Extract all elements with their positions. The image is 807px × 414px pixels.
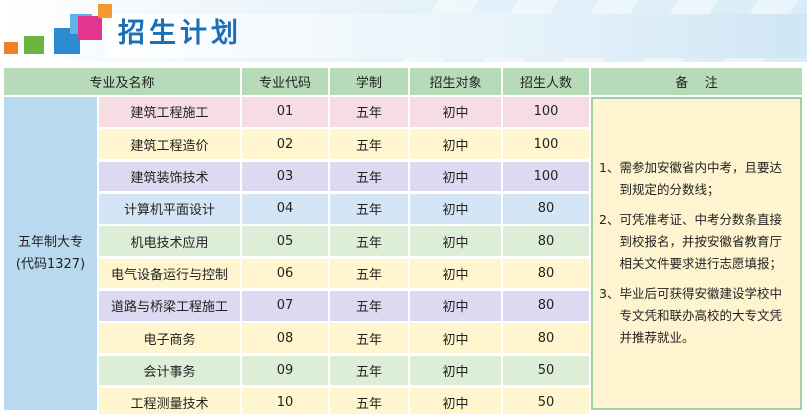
major-code-cell: 10 xyxy=(242,388,328,414)
duration-cell: 五年 xyxy=(330,161,408,192)
major-name-cell: 道路与桥梁工程施工 xyxy=(99,291,240,321)
target-cell: 初中 xyxy=(410,291,501,321)
major-code-cell: 08 xyxy=(242,323,328,353)
title-bar xyxy=(108,14,807,58)
target-cell: 初中 xyxy=(410,388,501,414)
program-group-label: 五年制大专 (代码1327) xyxy=(4,97,97,410)
page-title: 招生计划 xyxy=(118,18,242,49)
remark-item: 2、 可凭准考证、中考分数条直接到校报名，并按安徽省教育厅相关文件要求进行志愿填… xyxy=(599,209,794,275)
count-cell: 80 xyxy=(503,194,589,224)
col-header-count: 招生人数 xyxy=(503,68,589,95)
remark-number: 2、 xyxy=(599,212,620,227)
duration-cell: 五年 xyxy=(330,226,408,256)
major-code-cell: 05 xyxy=(242,226,328,256)
count-cell: 100 xyxy=(503,129,589,159)
duration-cell: 五年 xyxy=(330,291,408,321)
major-name-cell: 计算机平面设计 xyxy=(99,194,240,224)
program-group-name: 五年制大专 xyxy=(17,234,83,250)
major-name-cell: 会计事务 xyxy=(99,355,240,386)
col-header-remarks: 备 注 xyxy=(591,68,802,95)
duration-cell: 五年 xyxy=(330,323,408,353)
count-cell: 100 xyxy=(503,161,589,192)
major-code-cell: 07 xyxy=(242,291,328,321)
program-group-code: (代码1327) xyxy=(15,256,86,272)
major-name-cell: 机电技术应用 xyxy=(99,226,240,256)
major-code-cell: 06 xyxy=(242,258,328,289)
target-cell: 初中 xyxy=(410,258,501,289)
duration-cell: 五年 xyxy=(330,194,408,224)
target-cell: 初中 xyxy=(410,161,501,192)
target-cell: 初中 xyxy=(410,97,501,127)
major-code-cell: 02 xyxy=(242,129,328,159)
remark-number: 1、 xyxy=(599,160,620,175)
major-name-cell: 电气设备运行与控制 xyxy=(99,258,240,289)
target-cell: 初中 xyxy=(410,194,501,224)
col-header-major: 专业及名称 xyxy=(4,68,240,95)
remark-text: 可凭准考证、中考分数条直接到校报名，并按安徽省教育厅相关文件要求进行志愿填报； xyxy=(619,212,782,271)
deco-square-pink xyxy=(78,16,102,40)
remarks-box: 1、 需参加安徽省内中考，且要达到规定的分数线； 2、 可凭准考证、中考分数条直… xyxy=(591,97,802,410)
remark-text: 需参加安徽省内中考，且要达到规定的分数线； xyxy=(619,160,782,197)
major-code-cell: 04 xyxy=(242,194,328,224)
count-cell: 100 xyxy=(503,97,589,127)
major-name-cell: 电子商务 xyxy=(99,323,240,353)
duration-cell: 五年 xyxy=(330,388,408,414)
major-code-cell: 01 xyxy=(242,97,328,127)
duration-cell: 五年 xyxy=(330,129,408,159)
deco-square-orange-small xyxy=(98,4,112,18)
deco-square-green xyxy=(24,36,44,54)
duration-cell: 五年 xyxy=(330,355,408,386)
remark-text: 毕业后可获得安徽建设学校中专文凭和联办高校的大专文凭并推荐就业。 xyxy=(619,286,782,345)
remark-item: 1、 需参加安徽省内中考，且要达到规定的分数线； xyxy=(599,157,794,201)
col-header-target: 招生对象 xyxy=(410,68,501,95)
deco-square-orange xyxy=(4,42,18,54)
target-cell: 初中 xyxy=(410,355,501,386)
col-header-code: 专业代码 xyxy=(242,68,328,95)
count-cell: 80 xyxy=(503,226,589,256)
duration-cell: 五年 xyxy=(330,258,408,289)
major-name-cell: 建筑工程造价 xyxy=(99,129,240,159)
major-name-cell: 建筑装饰技术 xyxy=(99,161,240,192)
major-code-cell: 03 xyxy=(242,161,328,192)
count-cell: 50 xyxy=(503,388,589,414)
count-cell: 80 xyxy=(503,291,589,321)
major-name-cell: 建筑工程施工 xyxy=(99,97,240,127)
count-cell: 80 xyxy=(503,258,589,289)
target-cell: 初中 xyxy=(410,323,501,353)
count-cell: 50 xyxy=(503,355,589,386)
target-cell: 初中 xyxy=(410,129,501,159)
enrollment-table: 专业及名称 专业代码 学制 招生对象 招生人数 备 注 五年制大专 (代码132… xyxy=(4,68,802,414)
remark-number: 3、 xyxy=(599,286,620,301)
remark-item: 3、 毕业后可获得安徽建设学校中专文凭和联办高校的大专文凭并推荐就业。 xyxy=(599,283,794,349)
major-name-cell: 工程测量技术 xyxy=(99,388,240,414)
major-code-cell: 09 xyxy=(242,355,328,386)
col-header-duration: 学制 xyxy=(330,68,408,95)
count-cell: 80 xyxy=(503,323,589,353)
duration-cell: 五年 xyxy=(330,97,408,127)
target-cell: 初中 xyxy=(410,226,501,256)
